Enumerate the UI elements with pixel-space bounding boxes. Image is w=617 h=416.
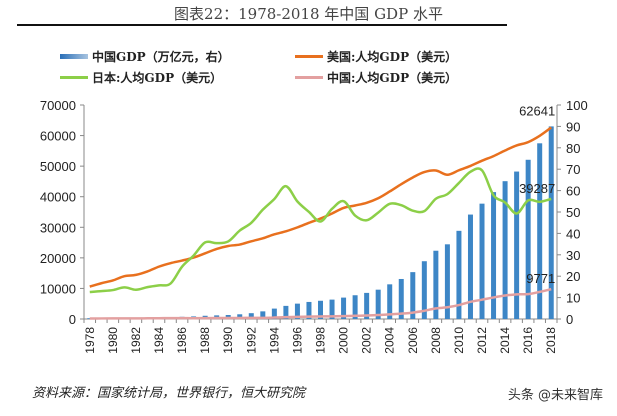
end-value-label: 9771 [526, 271, 555, 286]
right-tick-label: 80 [566, 141, 580, 156]
bar-china-gdp [444, 244, 450, 319]
bar-china-gdp [421, 261, 427, 319]
left-tick-label: 40000 [40, 190, 76, 205]
x-tick-label: 1996 [290, 327, 304, 354]
x-tick-label: 2014 [498, 327, 512, 354]
bar-china-gdp [479, 203, 485, 319]
x-tick-label: 1994 [267, 327, 281, 354]
bar-china-gdp [502, 181, 508, 319]
right-tick-label: 40 [566, 226, 580, 241]
bar-china-gdp [260, 311, 266, 319]
bar-china-gdp [410, 272, 416, 319]
bar-china-gdp [283, 305, 289, 319]
x-tick-label: 2016 [521, 327, 535, 354]
legend-swatch [60, 54, 88, 59]
x-tick-label: 2006 [406, 327, 420, 354]
x-tick-label: 2012 [475, 327, 489, 354]
bar-china-gdp [375, 289, 381, 319]
bar-china-gdp [271, 308, 277, 319]
legend-swatch [295, 55, 323, 58]
x-tick-label: 1984 [152, 327, 166, 354]
bar-china-gdp [467, 214, 473, 319]
left-tick-label: 30000 [40, 220, 76, 235]
bar-china-gdp [87, 318, 93, 319]
bar-china-gdp [248, 313, 254, 319]
legend-label: 中国:人均GDP（美元） [327, 71, 458, 85]
bar-china-gdp [294, 303, 300, 319]
left-tick-label: 70000 [40, 98, 76, 113]
x-tick-label: 1982 [129, 327, 143, 354]
right-tick-label: 90 [566, 119, 580, 134]
right-tick-label: 20 [566, 269, 580, 284]
left-tick-label: 0 [69, 312, 76, 327]
bar-china-gdp [537, 143, 543, 319]
x-tick-label: 1988 [198, 327, 212, 354]
x-tick-label: 2002 [360, 327, 374, 354]
line-us [89, 126, 552, 288]
right-tick-label: 100 [566, 98, 588, 113]
left-tick-label: 20000 [40, 251, 76, 266]
x-tick-label: 1992 [244, 327, 258, 354]
right-tick-label: 30 [566, 248, 580, 263]
end-value-label: 39287 [519, 181, 555, 196]
legend-swatch [295, 76, 323, 79]
x-tick-label: 1986 [175, 327, 189, 354]
x-tick-label: 1978 [83, 327, 97, 354]
legend-swatch [60, 76, 88, 79]
figure-title: 图表22：1978-2018 年中国 GDP 水平 [174, 5, 443, 23]
bar-china-gdp [306, 301, 312, 319]
bar-china-gdp [237, 314, 243, 319]
x-tick-label: 2018 [544, 327, 558, 354]
left-tick-label: 60000 [40, 129, 76, 144]
line-japan [89, 167, 552, 294]
end-value-label: 62641 [519, 103, 555, 118]
bar-china-gdp [329, 299, 335, 319]
source-note: 资料来源：国家统计局，世界银行，恒大研究院 [32, 386, 306, 401]
left-tick-label: 50000 [40, 159, 76, 174]
x-tick-label: 2000 [337, 327, 351, 354]
x-tick-label: 2004 [383, 327, 397, 354]
bar-china-gdp [387, 284, 393, 319]
x-tick-label: 2010 [452, 327, 466, 354]
bar-china-gdp [525, 159, 531, 319]
bar-china-gdp [491, 192, 497, 319]
legend-item-china-pc: 中国:人均GDP（美元） [295, 69, 457, 86]
legend-label: 日本:人均GDP（美元） [92, 71, 223, 85]
right-tick-label: 10 [566, 291, 580, 306]
right-tick-label: 60 [566, 184, 580, 199]
right-tick-label: 0 [566, 312, 573, 327]
legend-label: 美国:人均GDP（美元） [327, 50, 458, 64]
bar-china-gdp [548, 126, 554, 320]
bar-china-gdp [514, 171, 520, 319]
bar-china-gdp [456, 230, 462, 319]
bar-china-gdp [364, 292, 370, 319]
legend-item-japan: 日本:人均GDP（美元） [60, 69, 222, 86]
legend-item-us: 美国:人均GDP（美元） [295, 48, 457, 65]
right-tick-label: 50 [566, 205, 580, 220]
x-tick-label: 1998 [314, 327, 328, 354]
left-tick-label: 10000 [40, 281, 76, 296]
bar-china-gdp [318, 300, 323, 319]
title-divider [17, 24, 507, 26]
bar-china-gdp [352, 295, 358, 319]
bar-china-gdp [433, 250, 439, 319]
watermark: 头条 @未来智库 [507, 388, 603, 403]
bar-china-gdp [398, 278, 404, 319]
right-tick-label: 70 [566, 162, 580, 177]
x-tick-label: 2008 [429, 327, 443, 354]
bar-china-gdp [341, 297, 347, 319]
legend-item-china-gdp: 中国GDP（万亿元，右） [60, 48, 230, 65]
legend-label: 中国GDP（万亿元，右） [92, 50, 230, 64]
x-tick-label: 1980 [106, 327, 120, 354]
line-china-pc [89, 287, 552, 320]
x-tick-label: 1990 [221, 327, 235, 354]
